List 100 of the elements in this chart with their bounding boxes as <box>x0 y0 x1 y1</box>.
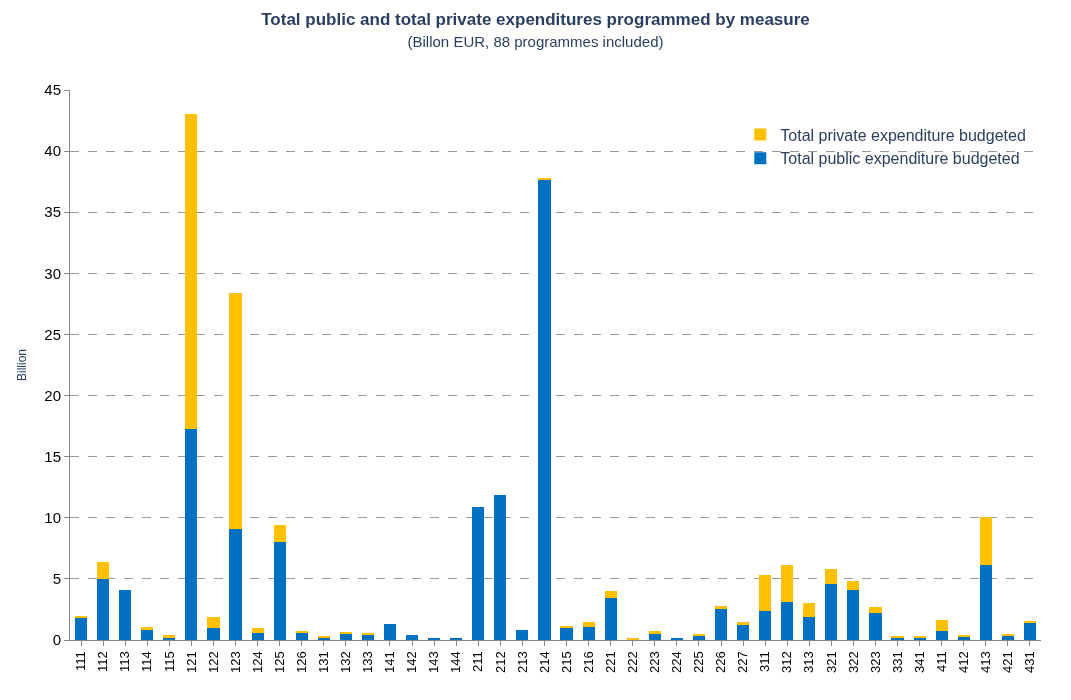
x-tick-label: 115 <box>161 651 177 672</box>
bar <box>361 635 374 640</box>
x-tick-label: 131 <box>316 651 332 673</box>
x-tick-label: 222 <box>624 651 640 673</box>
y-tick-label: 40 <box>44 142 61 160</box>
bar <box>229 292 242 529</box>
bar <box>825 569 838 584</box>
x-tick-label: 212 <box>492 651 508 673</box>
x-tick-label: 111 <box>73 651 89 671</box>
bar <box>141 630 154 640</box>
y-tick-label: 15 <box>44 447 61 465</box>
bar <box>825 583 838 640</box>
y-tick-label: 20 <box>44 386 61 404</box>
y-tick-label: 35 <box>44 203 61 221</box>
bar <box>229 528 242 640</box>
x-tick-label: 312 <box>779 651 795 673</box>
bar <box>251 627 264 633</box>
x-tick-label: 413 <box>978 651 994 673</box>
legend-label: Total private expenditure budgeted <box>780 126 1026 144</box>
chart-title: Total public and total private expenditures programmed by measure <box>261 9 810 29</box>
bar <box>494 494 507 640</box>
x-tick-label: 412 <box>955 651 971 673</box>
x-tick-label: 114 <box>139 651 155 672</box>
bar <box>714 609 728 640</box>
bar <box>207 627 220 640</box>
bar <box>97 578 110 640</box>
x-tick-label: 224 <box>669 651 685 673</box>
chart-subtitle: (Billon EUR, 88 programmes included) <box>407 32 664 50</box>
x-tick-label: 223 <box>647 651 663 673</box>
bar <box>803 603 816 617</box>
bar <box>604 591 617 599</box>
x-tick-label: 216 <box>580 651 596 673</box>
y-tick-label: 5 <box>52 570 61 588</box>
x-tick-label: 132 <box>338 651 354 673</box>
x-tick-label: 112 <box>95 651 111 672</box>
x-tick-label: 144 <box>448 651 464 673</box>
bar <box>405 635 419 640</box>
bar <box>759 610 772 640</box>
x-tick-label: 322 <box>845 651 861 673</box>
x-tick-label: 211 <box>470 651 486 672</box>
bar <box>207 616 220 628</box>
bar <box>560 627 573 640</box>
bar <box>516 630 529 640</box>
x-tick-label: 215 <box>558 651 574 673</box>
y-tick-label: 10 <box>44 509 61 527</box>
y-tick-label: 30 <box>44 264 61 282</box>
bar <box>781 602 794 640</box>
y-axis-title: Billion <box>14 348 29 382</box>
bar <box>472 506 485 640</box>
x-tick-label: 142 <box>404 651 420 673</box>
x-tick-label: 141 <box>382 651 398 673</box>
y-tick-label: 0 <box>52 631 61 649</box>
bar <box>781 565 794 603</box>
x-tick-label: 341 <box>911 651 927 673</box>
bar <box>383 624 397 640</box>
bar <box>847 589 860 640</box>
x-tick-label: 126 <box>293 651 309 673</box>
x-tick-label: 431 <box>1022 651 1038 673</box>
x-tick-label: 214 <box>536 651 552 673</box>
x-tick-label: 121 <box>183 651 199 673</box>
x-tick-label: 311 <box>757 651 773 672</box>
x-tick-label: 411 <box>933 651 949 672</box>
bar <box>869 613 882 640</box>
bar <box>737 625 750 640</box>
x-tick-label: 221 <box>602 651 618 673</box>
bar <box>74 618 88 640</box>
x-tick-label: 226 <box>713 651 729 673</box>
bar <box>692 633 706 636</box>
bar <box>648 631 661 634</box>
x-tick-label: 123 <box>227 651 243 673</box>
x-tick-label: 421 <box>1000 651 1016 673</box>
bar <box>935 631 948 640</box>
x-tick-label: 125 <box>271 651 287 673</box>
bar <box>273 525 286 543</box>
bar <box>251 632 264 640</box>
x-tick-label: 313 <box>801 651 817 673</box>
bar <box>295 632 308 640</box>
bar <box>847 581 860 590</box>
x-tick-label: 133 <box>360 651 376 673</box>
bar <box>339 633 352 640</box>
bar <box>185 114 198 429</box>
y-tick-label: 25 <box>44 325 61 343</box>
bar <box>803 616 816 640</box>
bar <box>648 633 661 640</box>
bar <box>273 542 286 640</box>
x-tick-label: 227 <box>735 651 751 673</box>
bar <box>97 561 110 579</box>
bar <box>538 179 551 640</box>
bar <box>1023 622 1037 640</box>
y-tick-label: 45 <box>44 81 61 99</box>
x-tick-label: 225 <box>691 651 707 673</box>
bar <box>582 626 595 640</box>
x-tick-label: 122 <box>205 651 221 673</box>
bar <box>185 428 198 640</box>
x-tick-label: 124 <box>249 651 265 673</box>
bar <box>869 607 882 614</box>
x-tick-label: 323 <box>867 651 883 673</box>
x-tick-label: 143 <box>426 651 442 673</box>
bar <box>1001 633 1014 636</box>
bar <box>979 516 992 566</box>
